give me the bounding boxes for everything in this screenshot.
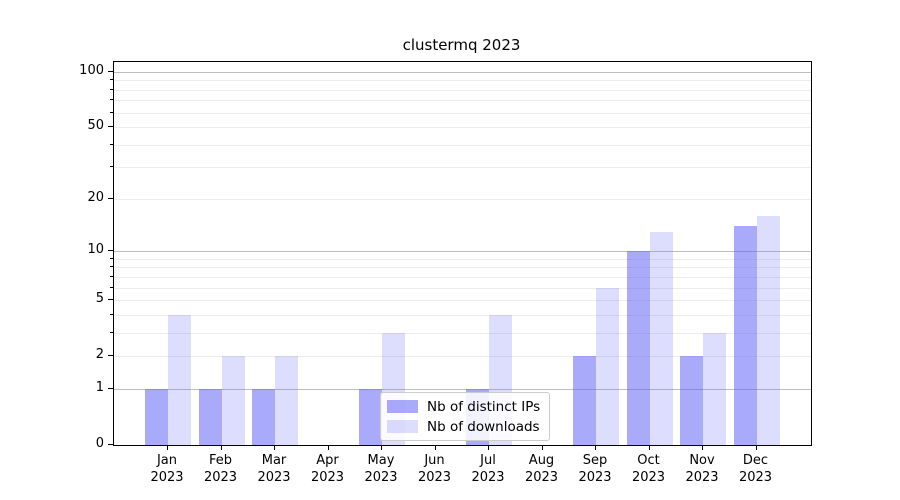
y-tick-label: 1 xyxy=(95,379,104,395)
y-tick-mark xyxy=(108,197,113,199)
x-tick-mark xyxy=(488,446,489,450)
bar-downloads xyxy=(168,314,191,445)
y-tick-label: 2 xyxy=(95,347,104,363)
x-tick-mark xyxy=(381,446,382,450)
y-tick-mark xyxy=(108,444,113,445)
x-tick-label: Nov 2023 xyxy=(685,453,719,485)
y-minor-tick-mark xyxy=(110,166,113,168)
plot-area xyxy=(113,61,812,446)
legend: Nb of distinct IPs Nb of downloads xyxy=(380,392,551,441)
bar-downloads xyxy=(596,287,619,445)
x-tick-mark xyxy=(327,446,329,450)
y-minor-tick-mark xyxy=(110,313,113,315)
gridline-minor xyxy=(114,267,811,269)
y-minor-tick-mark xyxy=(110,266,113,268)
y-tick-label: 100 xyxy=(79,62,104,78)
y-minor-tick-mark xyxy=(110,331,113,333)
x-tick-label: Aug 2023 xyxy=(524,453,559,485)
y-tick-mark xyxy=(108,126,113,127)
y-tick-label: 0 xyxy=(95,436,104,451)
y-tick-mark xyxy=(108,250,113,252)
gridline-minor xyxy=(114,276,811,278)
x-tick-label: Oct 2023 xyxy=(631,453,666,485)
legend-label-distinct-ips: Nb of distinct IPs xyxy=(427,398,541,415)
gridline-minor xyxy=(114,287,811,289)
legend-swatch-downloads-icon xyxy=(387,420,418,433)
x-tick-label: Feb 2023 xyxy=(203,453,238,485)
gridline-minor xyxy=(114,198,811,200)
y-minor-tick-mark xyxy=(110,143,113,145)
bar-distinct-ips xyxy=(252,388,275,445)
y-minor-tick-mark xyxy=(110,275,113,277)
x-tick-mark xyxy=(541,446,543,450)
bar-distinct-ips xyxy=(145,388,168,445)
y-tick-label: 20 xyxy=(87,189,104,205)
gridline-minor xyxy=(114,332,811,334)
x-tick-label: Dec 2023 xyxy=(738,453,773,485)
y-minor-tick-mark xyxy=(110,286,113,288)
y-minor-tick-mark xyxy=(110,88,113,90)
x-tick-label: Jul 2023 xyxy=(471,453,505,485)
x-tick-mark xyxy=(595,446,596,450)
y-minor-tick-mark xyxy=(110,79,113,81)
y-minor-tick-mark xyxy=(110,99,113,101)
bar-downloads xyxy=(703,332,726,445)
bar-downloads xyxy=(756,215,780,445)
bar-distinct-ips xyxy=(680,356,703,445)
gridline-minor xyxy=(114,300,811,302)
bar-downloads xyxy=(649,231,673,445)
legend-swatch-distinct-ips-icon xyxy=(387,400,418,413)
bar-downloads xyxy=(275,356,298,445)
x-tick-mark xyxy=(274,446,275,450)
gridline-minor xyxy=(114,100,811,102)
x-tick-mark xyxy=(167,446,168,450)
x-tick-mark xyxy=(648,446,650,450)
gridline-minor xyxy=(114,89,811,91)
gridline-minor xyxy=(114,356,811,358)
x-tick-mark xyxy=(702,446,703,450)
bar-downloads xyxy=(221,356,245,445)
gridline-minor xyxy=(114,167,811,169)
y-minor-tick-mark xyxy=(110,257,113,259)
legend-label-downloads: Nb of downloads xyxy=(427,418,540,435)
legend-item-downloads: Nb of downloads xyxy=(387,418,540,435)
x-tick-label: Apr 2023 xyxy=(310,453,345,485)
legend-item-distinct-ips: Nb of distinct IPs xyxy=(387,398,540,415)
gridline-minor xyxy=(114,127,811,128)
bar-distinct-ips xyxy=(626,251,650,445)
y-tick-label: 10 xyxy=(87,242,104,258)
x-tick-mark xyxy=(434,446,436,450)
x-tick-label: May 2023 xyxy=(364,453,398,485)
bar-distinct-ips xyxy=(573,356,596,445)
gridline-major xyxy=(114,71,811,73)
gridline-minor xyxy=(114,258,811,260)
gridline-minor xyxy=(114,144,811,146)
y-tick-label: 50 xyxy=(87,118,104,133)
gridline-minor xyxy=(114,112,811,114)
y-minor-tick-mark xyxy=(110,111,113,113)
gridline-major xyxy=(114,251,811,253)
x-tick-label: Jan 2023 xyxy=(150,453,184,485)
gridline-minor xyxy=(114,314,811,316)
gridline-minor xyxy=(114,80,811,82)
chart-title: clustermq 2023 xyxy=(402,36,521,54)
x-tick-label: Mar 2023 xyxy=(257,453,291,485)
y-tick-mark xyxy=(108,355,113,357)
bar-distinct-ips xyxy=(359,388,382,445)
bar-distinct-ips xyxy=(733,226,757,445)
y-tick-label: 5 xyxy=(95,291,104,307)
bar-distinct-ips xyxy=(198,388,222,445)
y-tick-mark xyxy=(108,70,113,72)
y-tick-mark xyxy=(108,299,113,301)
gridline-major xyxy=(114,388,811,390)
x-tick-label: Jun 2023 xyxy=(417,453,452,485)
x-tick-mark xyxy=(220,446,222,450)
x-tick-mark xyxy=(755,446,757,450)
y-tick-mark xyxy=(108,387,113,389)
x-tick-label: Sep 2023 xyxy=(578,453,612,485)
